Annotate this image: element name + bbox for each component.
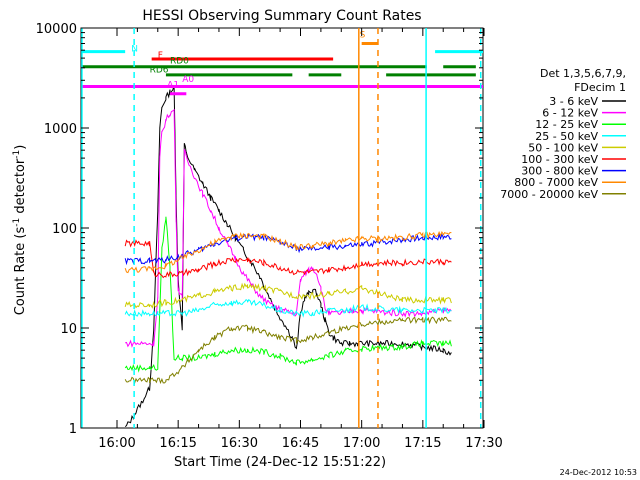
- y-axis-label-sup: -1: [12, 218, 22, 227]
- series-line-3: [124, 216, 452, 373]
- series-layer: [124, 85, 452, 427]
- y-axis-label-main: Count Rate (s: [13, 227, 28, 316]
- y-tick-label-1: 1: [69, 422, 77, 437]
- x-tick-label-3: 16:30: [221, 436, 258, 451]
- annotation-s: S: [360, 31, 366, 41]
- x-tick-label-7: 17:30: [465, 436, 502, 451]
- legend-label-5: 50 - 100 keV: [528, 141, 598, 154]
- y-axis-label: Count Rate (s-1 detector-1): [12, 145, 28, 316]
- legend-label-7: 300 - 800 keV: [521, 165, 598, 178]
- y-axis-label-rest: detector: [13, 158, 28, 218]
- y-tick-label-4: 1000: [44, 122, 77, 137]
- legend-label-3: 12 - 25 keV: [535, 118, 598, 131]
- axis-ticks-layer: 16:00 16:15 16:30 16:45 17:00 17:15 17:30 1 10 10…: [36, 22, 503, 451]
- legend-label-2: 6 - 12 keV: [542, 107, 598, 120]
- legend-label-1: 3 - 6 keV: [549, 95, 598, 108]
- x-tick-label-5: 17:00: [343, 436, 380, 451]
- legend-label-9: 7000 - 20000 keV: [500, 188, 598, 201]
- x-tick-label-2: 16:15: [159, 436, 196, 451]
- annotation-n: N: [131, 45, 138, 55]
- legend-label-4: 25 - 50 keV: [535, 130, 598, 143]
- chart-title: HESSI Observing Summary Count Rates: [142, 8, 421, 24]
- legend-label-8: 800 - 7000 keV: [514, 176, 598, 189]
- y-axis-label-close: ): [13, 145, 28, 150]
- legend-header-line2: FDecim 1: [574, 81, 626, 94]
- x-tick-label-4: 16:45: [282, 436, 319, 451]
- y-tick-label-3: 100: [52, 222, 77, 237]
- series-line-5: [124, 282, 452, 309]
- x-tick-label-6: 17:15: [404, 436, 441, 451]
- annotation-rd0: RD0: [170, 57, 189, 67]
- footer-timestamp: 24-Dec-2012 10:53: [560, 468, 637, 477]
- series-line-9: [124, 316, 452, 385]
- x-tick-label-1: 16:00: [98, 436, 135, 451]
- annotation-a1: A1: [167, 80, 179, 90]
- x-axis-label: Start Time (24-Dec-12 15:51:22): [174, 455, 386, 470]
- series-line-8: [124, 230, 452, 274]
- annotation-a0: A0: [182, 75, 194, 85]
- series-line-4: [124, 298, 452, 318]
- series-line-6: [124, 239, 452, 279]
- y-tick-label-5: 10000: [36, 22, 77, 37]
- annotation-f: F: [158, 51, 163, 61]
- annotation-rd6: RD6: [150, 65, 169, 75]
- legend-label-6: 100 - 300 keV: [521, 153, 598, 166]
- y-tick-label-2: 10: [60, 322, 77, 337]
- legend-header-line1: Det 1,3,5,6,7,9,: [540, 67, 626, 80]
- y-axis-label-sup2: -1: [12, 150, 22, 159]
